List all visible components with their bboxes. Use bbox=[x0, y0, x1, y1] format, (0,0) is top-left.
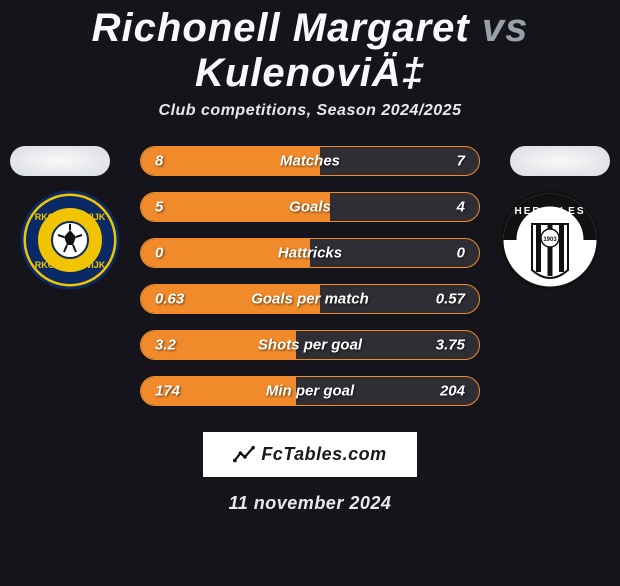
stat-value-right: 204 bbox=[440, 383, 465, 400]
chart-icon bbox=[233, 444, 255, 466]
team2-badge: HERACLES 1903 bbox=[500, 190, 600, 290]
stat-label: Shots per goal bbox=[258, 337, 362, 354]
stat-label: Hattricks bbox=[278, 245, 342, 262]
rkc-badge-icon: RKC WAALWIJK RKC WAALWIJK bbox=[20, 190, 120, 290]
player2-avatar bbox=[510, 146, 610, 176]
stat-value-right: 7 bbox=[457, 153, 465, 170]
player1-name: Richonell Margaret bbox=[92, 6, 470, 50]
heracles-badge-icon: HERACLES 1903 bbox=[500, 190, 600, 290]
stat-value-right: 4 bbox=[457, 199, 465, 216]
stat-bars: 8 Matches 7 5 Goals 4 0 Hattricks 0 0.63 Goals per… bbox=[140, 146, 480, 422]
stat-row: 5 Goals 4 bbox=[140, 192, 480, 222]
stat-row: 8 Matches 7 bbox=[140, 146, 480, 176]
stat-label: Goals bbox=[289, 199, 331, 216]
stat-value-left: 8 bbox=[155, 153, 163, 170]
stat-label: Goals per match bbox=[251, 291, 369, 308]
stat-value-right: 0.57 bbox=[436, 291, 465, 308]
svg-text:1903: 1903 bbox=[543, 237, 557, 243]
stat-value-left: 3.2 bbox=[155, 337, 176, 354]
stat-value-left: 0.63 bbox=[155, 291, 184, 308]
stat-row: 0.63 Goals per match 0.57 bbox=[140, 284, 480, 314]
stat-row: 0 Hattricks 0 bbox=[140, 238, 480, 268]
vs-text: vs bbox=[482, 6, 529, 50]
player1-avatar bbox=[10, 146, 110, 176]
watermark: FcTables.com bbox=[203, 432, 417, 477]
comparison-title: Richonell Margaret vs KulenoviÄ‡ bbox=[0, 6, 620, 96]
stat-row: 174 Min per goal 204 bbox=[140, 376, 480, 406]
svg-text:HERACLES: HERACLES bbox=[514, 206, 585, 217]
watermark-text: FcTables.com bbox=[261, 444, 386, 465]
stat-value-right: 3.75 bbox=[436, 337, 465, 354]
svg-text:RKC WAALWIJK: RKC WAALWIJK bbox=[35, 212, 106, 222]
stat-row: 3.2 Shots per goal 3.75 bbox=[140, 330, 480, 360]
team1-badge: RKC WAALWIJK RKC WAALWIJK bbox=[20, 190, 120, 290]
date-text: 11 november 2024 bbox=[0, 493, 620, 514]
stat-label: Matches bbox=[280, 153, 340, 170]
svg-text:RKC WAALWIJK: RKC WAALWIJK bbox=[35, 260, 106, 270]
stat-value-left: 174 bbox=[155, 383, 180, 400]
player2-name: KulenoviÄ‡ bbox=[195, 51, 425, 95]
comparison-content: RKC WAALWIJK RKC WAALWIJK HERACLES 1903 … bbox=[0, 138, 620, 418]
stat-value-left: 5 bbox=[155, 199, 163, 216]
stat-value-right: 0 bbox=[457, 245, 465, 262]
subtitle: Club competitions, Season 2024/2025 bbox=[0, 102, 620, 120]
stat-value-left: 0 bbox=[155, 245, 163, 262]
stat-label: Min per goal bbox=[266, 383, 354, 400]
